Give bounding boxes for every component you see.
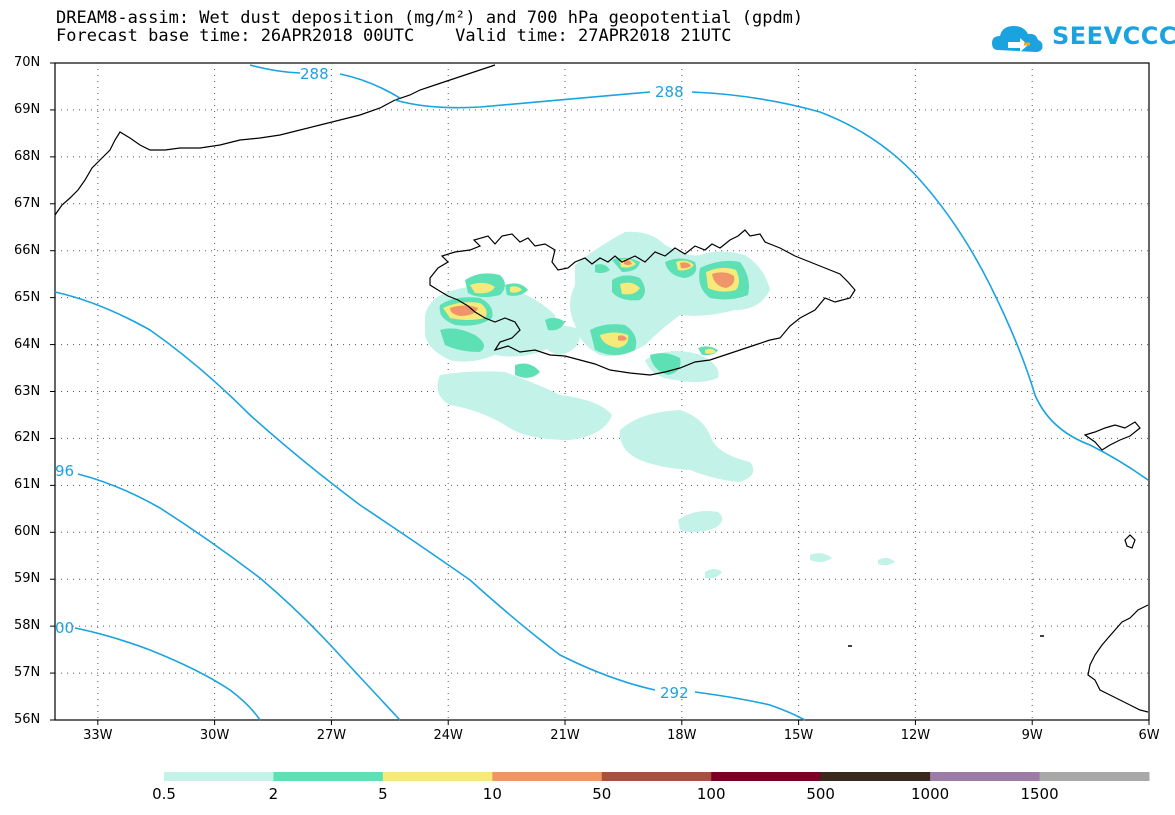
latitude-label: 66N	[14, 242, 41, 258]
longitude-label: 18W	[667, 728, 697, 743]
legend-label: 10	[482, 785, 502, 803]
latitude-label: 58N	[14, 618, 41, 634]
longitude-label: 9W	[1021, 728, 1043, 743]
legend-swatch	[820, 772, 931, 781]
contour-labels: 288 288 292 96 00	[55, 65, 689, 702]
latitude-label: 56N	[14, 712, 41, 727]
contour-label: 288	[655, 83, 684, 101]
latitude-label: 64N	[14, 336, 41, 352]
longitude-label: 12W	[900, 728, 931, 743]
latitude-label: 68N	[14, 148, 41, 164]
contour-label: 292	[660, 684, 689, 702]
greenland-coastline	[54, 64, 496, 216]
latitude-label: 67N	[14, 195, 41, 211]
legend-swatch	[273, 772, 384, 781]
contour-label: 288	[300, 65, 329, 83]
legend-label: 2	[268, 785, 279, 803]
latitude-label: 57N	[14, 665, 41, 681]
legend-colorbar	[164, 772, 1150, 781]
logo-text: SEEVCCC	[1052, 22, 1175, 50]
iceland-coastline	[429, 229, 856, 376]
legend-label: 100	[696, 785, 726, 803]
latitude-label: 65N	[14, 289, 41, 305]
latitude-label: 70N	[14, 55, 41, 70]
legend-label: 500	[806, 785, 835, 803]
coastlines	[54, 64, 1149, 713]
latitude-label: 62N	[14, 430, 41, 446]
dust-deposition-field	[425, 231, 895, 579]
longitude-label: 24W	[433, 728, 463, 743]
map-title: DREAM8-assim: Wet dust deposition (mg/m²…	[56, 8, 804, 28]
legend-swatch	[492, 772, 603, 781]
legend-label: 1000	[911, 785, 950, 803]
cloud-arrow-icon	[992, 26, 1043, 52]
legend-label: 0.5	[152, 785, 176, 803]
legend-swatch	[1039, 772, 1150, 781]
contour-296	[77, 473, 401, 721]
contour-300	[74, 627, 261, 721]
longitude-label: 27W	[316, 728, 347, 743]
longitude-label: 33W	[83, 728, 113, 743]
graticule	[50, 62, 1150, 725]
contour-288-main	[394, 91, 1149, 481]
contour-292	[54, 291, 806, 721]
geopotential-contours	[54, 64, 1149, 721]
legend-swatch	[164, 772, 274, 781]
contour-label: 00	[55, 619, 74, 637]
contour-label: 96	[55, 462, 74, 480]
latitude-label: 59N	[14, 571, 41, 587]
legend-swatch	[601, 772, 712, 781]
map-subtitle-times: Forecast base time: 26APR2018 00UTC Vali…	[56, 26, 732, 46]
latitude-label: 60N	[14, 524, 41, 540]
scotland-coastline	[1087, 604, 1149, 713]
longitude-label: 30W	[199, 728, 230, 743]
shetland-coastline	[1124, 534, 1136, 549]
faroe-coastline	[1083, 421, 1141, 451]
legend-swatch	[711, 772, 822, 781]
latitude-label: 69N	[14, 101, 41, 117]
longitude-label: 21W	[550, 728, 580, 743]
latitude-label: 61N	[14, 477, 41, 493]
legend-label: 1500	[1020, 785, 1059, 803]
latitude-label: 63N	[14, 383, 41, 399]
longitude-label: 6W	[1138, 728, 1160, 743]
legend-swatch	[930, 772, 1041, 781]
longitude-label: 15W	[783, 728, 814, 743]
legend-label: 5	[378, 785, 388, 803]
legend-label: 50	[592, 785, 612, 803]
legend-swatch	[382, 772, 493, 781]
contour-288-north	[249, 64, 401, 99]
